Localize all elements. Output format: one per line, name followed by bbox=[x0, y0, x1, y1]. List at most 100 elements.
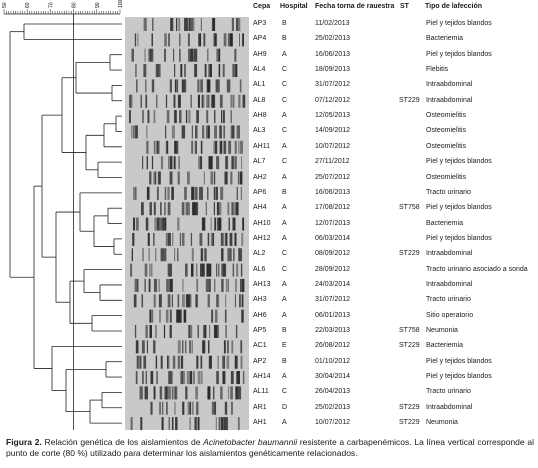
cell-hospital: A bbox=[282, 112, 287, 120]
gel-band bbox=[202, 217, 206, 231]
cell-hospital: C bbox=[282, 265, 288, 273]
gel-band bbox=[199, 232, 203, 246]
gel-band bbox=[216, 202, 220, 216]
gel-band bbox=[188, 325, 191, 338]
gel-band bbox=[240, 263, 243, 277]
gel-band bbox=[137, 278, 139, 292]
figure-caption: Figura 2. Relación genética de los aisla… bbox=[6, 437, 534, 459]
gel-band bbox=[145, 386, 148, 400]
cell-tipo: Intraabdominal bbox=[426, 403, 473, 411]
cell-fecha: 08/09/2012 bbox=[315, 250, 351, 258]
gel-band bbox=[166, 386, 168, 400]
gel-band bbox=[234, 294, 236, 308]
gel-band bbox=[208, 355, 211, 369]
gel-band bbox=[196, 401, 199, 415]
scale-tick-label: 50 bbox=[2, 2, 8, 8]
gel-band bbox=[151, 309, 154, 323]
gel-lane bbox=[132, 232, 244, 246]
gel-band bbox=[217, 156, 220, 170]
gel-band bbox=[239, 79, 242, 93]
gel-band bbox=[213, 186, 216, 200]
gel-band bbox=[205, 125, 208, 139]
gel-band bbox=[195, 386, 198, 400]
gel-lane bbox=[139, 386, 242, 400]
cell-cepa: AH10 bbox=[253, 219, 271, 227]
gel-band bbox=[160, 386, 162, 400]
gel-band bbox=[228, 140, 232, 154]
gel-lane bbox=[131, 48, 237, 62]
cell-cepa: AH8 bbox=[253, 112, 267, 120]
gel-band bbox=[208, 278, 211, 292]
gel-band bbox=[177, 248, 179, 262]
gel-band bbox=[188, 48, 190, 62]
gel-band bbox=[191, 186, 193, 200]
gel-band bbox=[238, 386, 242, 400]
gel-band bbox=[207, 186, 209, 200]
gel-band bbox=[240, 278, 242, 292]
gel-band bbox=[234, 48, 237, 62]
gel-band bbox=[194, 48, 198, 62]
cell-cepa: AH14 bbox=[253, 373, 271, 381]
cell-fecha: 25/07/2012 bbox=[315, 173, 351, 181]
cell-cepa: AR1 bbox=[253, 403, 267, 411]
gel-band bbox=[195, 294, 198, 308]
gel-band bbox=[197, 79, 200, 93]
gel-band bbox=[162, 401, 164, 415]
gel-band bbox=[214, 309, 218, 323]
gel-band bbox=[213, 140, 216, 154]
gel-band bbox=[194, 140, 197, 154]
gel-band bbox=[140, 417, 143, 431]
gel-band bbox=[216, 371, 219, 385]
gel-band bbox=[149, 202, 152, 216]
gel-band bbox=[194, 417, 197, 431]
gel-band bbox=[228, 217, 230, 231]
gel-band bbox=[233, 64, 236, 78]
gel-band bbox=[144, 278, 146, 292]
gel-band bbox=[221, 263, 224, 277]
cell-cepa: AP2 bbox=[253, 357, 267, 365]
gel-band bbox=[144, 263, 148, 277]
gel-band bbox=[135, 371, 138, 385]
gel-band bbox=[169, 278, 173, 292]
gel-band bbox=[214, 401, 216, 415]
cell-cepa: AP5 bbox=[253, 327, 267, 334]
gel-band bbox=[223, 140, 227, 154]
gel-band bbox=[242, 33, 244, 47]
gel-band bbox=[226, 79, 230, 93]
gel-band bbox=[180, 64, 183, 78]
cell-hospital: C bbox=[282, 250, 288, 258]
gel-band bbox=[149, 48, 153, 62]
gel-band bbox=[167, 202, 171, 216]
gel-band bbox=[175, 386, 178, 400]
gel-band bbox=[236, 263, 239, 277]
cell-tipo: Piel y tejidos blandos bbox=[426, 357, 492, 365]
gel-band bbox=[140, 386, 144, 400]
gel-band bbox=[230, 110, 232, 124]
gel-band bbox=[142, 371, 144, 385]
gel-band bbox=[206, 263, 209, 277]
gel-band bbox=[135, 125, 138, 139]
gel-band bbox=[147, 232, 150, 246]
gel-band bbox=[169, 371, 172, 385]
scale-tick-label: 100 bbox=[118, 0, 124, 8]
gel-lane bbox=[135, 340, 243, 354]
gel-band bbox=[142, 248, 144, 262]
gel-band bbox=[200, 355, 203, 369]
gel-band bbox=[229, 79, 231, 93]
gel-lane bbox=[135, 371, 245, 385]
gel-band bbox=[197, 325, 199, 338]
gel-band bbox=[130, 263, 133, 277]
gel-band bbox=[181, 125, 183, 139]
gel-band bbox=[189, 340, 191, 354]
pfge-gel-image bbox=[125, 17, 249, 431]
gel-band bbox=[191, 401, 194, 415]
gel-band bbox=[144, 48, 146, 62]
gel-band bbox=[187, 171, 190, 185]
gel-band bbox=[176, 79, 179, 93]
gel-band bbox=[153, 110, 156, 124]
gel-band bbox=[210, 156, 213, 170]
gel-band bbox=[191, 140, 194, 154]
gel-band bbox=[208, 156, 212, 170]
gel-band bbox=[225, 309, 227, 323]
gel-band bbox=[220, 186, 222, 200]
